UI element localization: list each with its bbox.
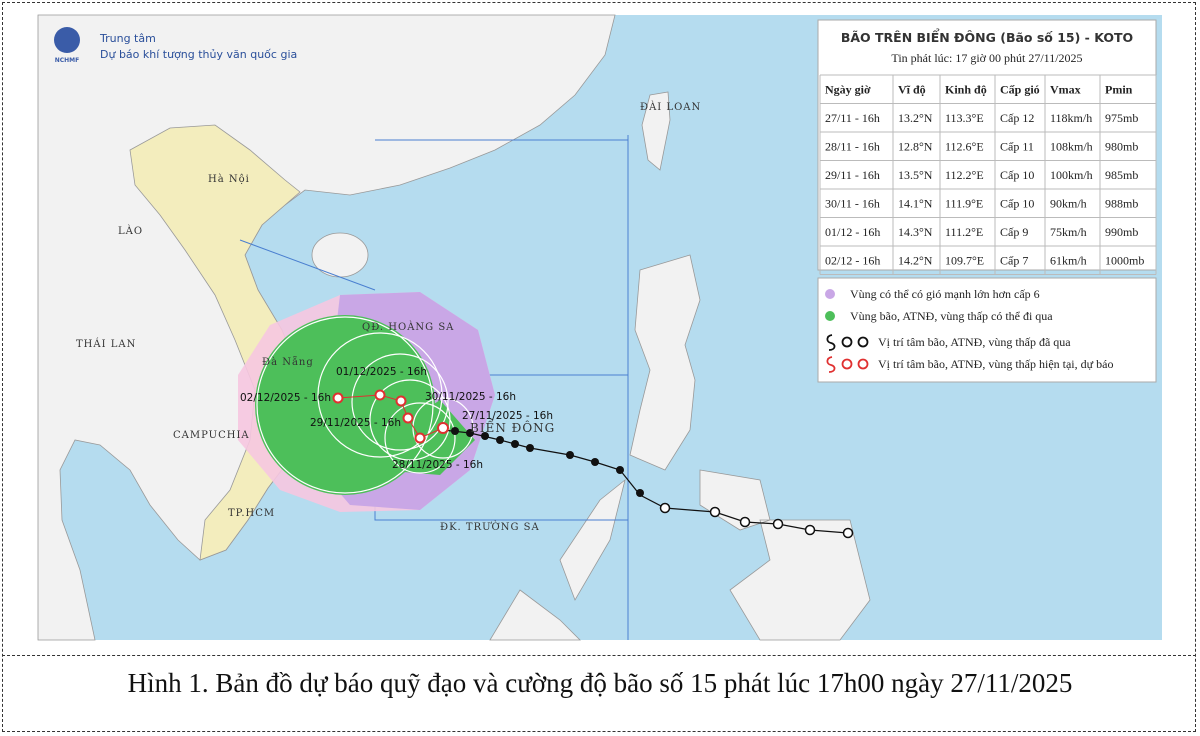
map-label: TP.HCM bbox=[228, 508, 275, 519]
legend-box bbox=[817, 277, 1157, 383]
map-label: ĐÀI LOAN bbox=[640, 101, 701, 113]
caption: Hình 1. Bản đồ dự báo quỹ đạo và cường đ… bbox=[127, 668, 1073, 698]
forecast-points bbox=[332, 389, 449, 444]
wind-circles bbox=[256, 316, 474, 494]
column-header: Vĩ độ bbox=[898, 82, 926, 96]
table-cell: 02/12 - 16h bbox=[825, 253, 880, 267]
column-header: Pmin bbox=[1105, 82, 1133, 96]
table-cell: 28/11 - 16h bbox=[825, 139, 880, 153]
map-label: CAMPUCHIA bbox=[173, 430, 250, 441]
track-label: 02/12/2025 - 16h bbox=[240, 392, 331, 404]
map-label: Đà Nẵng bbox=[262, 356, 314, 368]
issued: Tin phát lúc: 17 giờ 00 phút 27/11/2025 bbox=[891, 51, 1082, 65]
track-label: 27/11/2025 - 16h bbox=[462, 410, 553, 422]
table-cell: 113.3°E bbox=[945, 111, 984, 125]
track-label: 01/12/2025 - 16h bbox=[336, 366, 427, 378]
map-label: ĐK. TRƯỜNG SA bbox=[440, 521, 540, 533]
table-cell: 990mb bbox=[1105, 225, 1138, 239]
track-label: 30/11/2025 - 16h bbox=[425, 391, 516, 403]
taiwan bbox=[641, 91, 671, 171]
table-cell: 109.7°E bbox=[945, 253, 984, 267]
table-cell: 108km/h bbox=[1050, 139, 1093, 153]
table-cell: Cấp 9 bbox=[1000, 225, 1028, 239]
table-cell: 75km/h bbox=[1050, 225, 1087, 239]
map-label: THÁI LAN bbox=[76, 338, 136, 350]
table-cell: Cấp 7 bbox=[1000, 253, 1028, 267]
table-cell: 14.2°N bbox=[898, 253, 933, 267]
legend-label: Vùng bão, ATNĐ, vùng thấp có thể đi qua bbox=[850, 309, 1053, 323]
legend-symbol bbox=[825, 311, 835, 321]
philippines bbox=[489, 254, 871, 641]
table-cell: Cấp 11 bbox=[1000, 139, 1034, 153]
org-line: Trung tâm bbox=[99, 32, 156, 45]
table-cell: 13.2°N bbox=[898, 111, 933, 125]
column-header: Vmax bbox=[1050, 82, 1081, 96]
table-cell: 985mb bbox=[1105, 168, 1138, 182]
hainan bbox=[311, 232, 369, 278]
table-cell: 27/11 - 16h bbox=[825, 111, 880, 125]
table-cell: Cấp 12 bbox=[1000, 111, 1034, 125]
table-cell: 1000mb bbox=[1105, 253, 1144, 267]
table-cell: 112.6°E bbox=[945, 139, 984, 153]
past-track bbox=[442, 429, 849, 534]
map-label: BIỂN ĐÔNG bbox=[470, 418, 555, 435]
legend-label: Vùng có thể có gió mạnh lớn hơn cấp 6 bbox=[850, 287, 1040, 301]
table-cell: 988mb bbox=[1105, 196, 1138, 210]
table-cell: 980mb bbox=[1105, 139, 1138, 153]
storm-zone bbox=[380, 400, 475, 475]
table-cell: Cấp 10 bbox=[1000, 196, 1034, 210]
table-cell: 975mb bbox=[1105, 111, 1138, 125]
table-cell: 14.1°N bbox=[898, 196, 933, 210]
legend-label: Vị trí tâm bão, ATNĐ, vùng thấp hiện tại… bbox=[878, 357, 1113, 371]
column-header: Ngày giờ bbox=[825, 82, 871, 96]
map-label: Hà Nội bbox=[208, 174, 250, 185]
table-cell: 90km/h bbox=[1050, 196, 1087, 210]
table-cell: 61km/h bbox=[1050, 253, 1087, 267]
table-cell: 118km/h bbox=[1050, 111, 1092, 125]
legend-symbol bbox=[826, 356, 869, 373]
track-label: 29/11/2025 - 16h bbox=[310, 417, 401, 429]
table-cell: 13.5°N bbox=[898, 168, 933, 182]
separator bbox=[2, 655, 1196, 656]
past-points bbox=[451, 427, 644, 497]
info-table: BÃO TRÊN BIỂN ĐÔNG (Bão số 15) - KOTO Ti… bbox=[817, 19, 1157, 275]
legend-symbol bbox=[825, 289, 835, 299]
column-header: Kinh độ bbox=[945, 82, 987, 96]
table-cell: 29/11 - 16h bbox=[825, 168, 880, 182]
org-line: Dự báo khí tượng thủy văn quốc gia bbox=[100, 48, 297, 61]
past-circles bbox=[659, 502, 854, 539]
table-cell: 111.9°E bbox=[945, 196, 983, 210]
logo bbox=[54, 27, 80, 53]
table-cell: 30/11 - 16h bbox=[825, 196, 880, 210]
table-cell: 100km/h bbox=[1050, 168, 1093, 182]
table-cell: 111.2°E bbox=[945, 225, 983, 239]
column-header: Cấp gió bbox=[1000, 82, 1040, 96]
storm-title: BÃO TRÊN BIỂN ĐÔNG (Bão số 15) - KOTO bbox=[841, 28, 1133, 45]
table-cell: Cấp 10 bbox=[1000, 168, 1034, 182]
zone-line bbox=[239, 135, 629, 640]
table-cell: 112.2°E bbox=[945, 168, 984, 182]
legend-label: Vị trí tâm bão, ATNĐ, vùng thấp đã qua bbox=[878, 335, 1071, 349]
map-label: QĐ. HOÀNG SA bbox=[362, 321, 454, 333]
map-label: LÀO bbox=[118, 225, 143, 237]
logo-text: NCHMF bbox=[55, 57, 80, 64]
table-cell: 01/12 - 16h bbox=[825, 225, 880, 239]
table-cell: 14.3°N bbox=[898, 225, 933, 239]
legend-symbol bbox=[826, 334, 869, 351]
table-cell: 12.8°N bbox=[898, 139, 933, 153]
track-label: 28/11/2025 - 16h bbox=[392, 459, 483, 471]
